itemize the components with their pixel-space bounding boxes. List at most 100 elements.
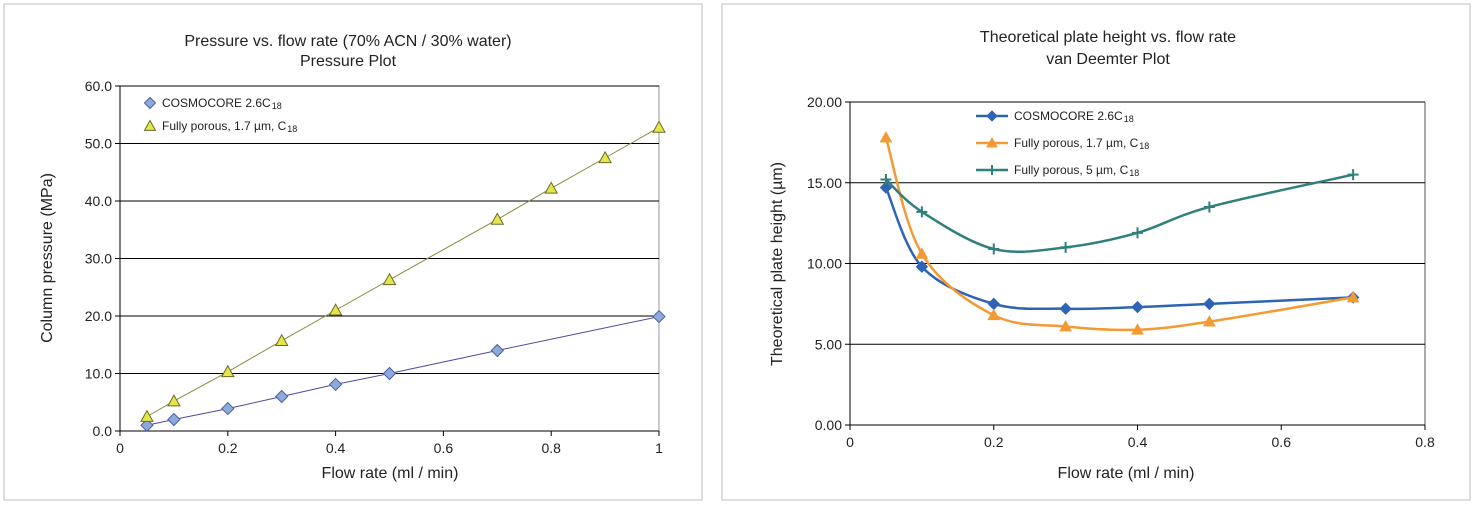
data-point — [915, 247, 929, 259]
y-tick-label: 5.00 — [815, 336, 842, 352]
x-tick-label: 0.4 — [326, 440, 346, 456]
legend-label-text: Fully porous, 1.7 µm, C — [1014, 136, 1139, 150]
data-point — [544, 181, 559, 194]
data-point — [221, 401, 235, 416]
series-1 — [879, 181, 1360, 315]
data-point — [879, 181, 893, 194]
legend-label-subscript: 18 — [1139, 141, 1149, 151]
data-point — [598, 150, 612, 164]
x-tick-label: 0.6 — [434, 440, 454, 456]
legend-marker — [987, 165, 997, 175]
series-2 — [879, 131, 1360, 335]
y-tick-label: 0.00 — [815, 417, 842, 433]
y-tick-label: 30.0 — [85, 251, 112, 267]
legend-label-text: COSMOCORE 2.6C — [1014, 109, 1123, 123]
legend-item: COSMOCORE 2.6C18 — [976, 109, 1134, 124]
x-tick-label: 0 — [116, 440, 124, 456]
x-axis-label: Flow rate (ml / min) — [322, 465, 459, 482]
chart-title: Pressure vs. flow rate (70% ACN / 30% wa… — [184, 33, 511, 50]
data-point — [382, 272, 397, 286]
data-point — [1203, 297, 1216, 311]
chart-subtitle: van Deemter Plot — [1046, 51, 1170, 68]
series-2 — [140, 120, 666, 422]
chart-frame — [721, 3, 1471, 501]
legend-label-subscript: 18 — [272, 101, 282, 111]
chart-subtitle: Pressure Plot — [300, 53, 397, 70]
x-tick-label: 0.6 — [1272, 434, 1292, 450]
chart-2: 0.00 5.00 10.00 15.00 20.00 0 0.2 0.4 0.6 0.8 Theo… — [721, 3, 1471, 501]
data-point — [328, 303, 343, 316]
data-point — [382, 366, 397, 381]
data-point — [220, 364, 235, 378]
y-axis-label: Theoretical plate height (µm) — [769, 162, 786, 366]
x-axis-label: Flow rate (ml / min) — [1058, 465, 1195, 482]
y-tick-label: 60.0 — [85, 78, 112, 94]
legend-marker — [143, 96, 157, 110]
chart-title: Theoretical plate height vs. flow rate — [980, 29, 1236, 46]
legend-item: COSMOCORE 2.6C18 — [143, 96, 282, 111]
y-tick-label: 50.0 — [85, 136, 112, 152]
y-tick-label: 0.0 — [93, 423, 113, 439]
y-tick-label: 10.0 — [85, 366, 112, 382]
data-point — [879, 131, 893, 143]
legend-item: Fully porous, 1.7 µm, C18 — [976, 136, 1149, 151]
chart-1: 0.0 10.0 20.0 30.0 40.0 50.0 60.0 0 0.2 0.4 0.6 0.8… — [3, 3, 703, 501]
data-point — [1132, 227, 1143, 239]
data-point — [652, 309, 666, 324]
series-1 — [140, 309, 666, 432]
y-tick-label: 10.00 — [807, 256, 842, 272]
data-point — [915, 260, 929, 273]
series-line — [146, 126, 660, 418]
x-tick-label: 0 — [846, 434, 854, 450]
data-point — [916, 206, 928, 218]
legend-label: COSMOCORE 2.6C18 — [162, 96, 282, 111]
y-tick-label: 40.0 — [85, 193, 112, 209]
data-point — [167, 394, 181, 407]
data-point — [987, 308, 1001, 321]
y-tick-label: 20.0 — [85, 308, 112, 324]
legend-label: Fully porous, 1.7 µm, C18 — [1014, 136, 1149, 151]
x-tick-label: 1 — [655, 440, 663, 456]
data-point — [1347, 169, 1359, 181]
legend-label: Fully porous, 1.7 µm, C18 — [162, 119, 297, 134]
y-axis-label: Column pressure (MPa) — [39, 173, 56, 343]
x-tick-label: 0.4 — [1128, 434, 1148, 450]
y-tick-label: 20.00 — [807, 94, 842, 110]
data-point — [988, 243, 1000, 255]
data-point — [140, 418, 154, 432]
legend-label-text: COSMOCORE 2.6C — [162, 96, 271, 110]
legend-label-subscript: 18 — [1129, 168, 1139, 178]
x-tick-label: 0.2 — [218, 440, 238, 456]
series-3 — [880, 169, 1359, 255]
legend-marker — [986, 136, 998, 148]
data-point — [1131, 300, 1144, 314]
data-point — [490, 212, 505, 225]
data-point — [490, 343, 505, 358]
data-point — [328, 377, 343, 392]
data-point — [274, 389, 289, 404]
x-tick-label: 0.8 — [1415, 434, 1435, 450]
data-point — [1203, 201, 1215, 213]
data-point — [1059, 319, 1072, 332]
legend-label: COSMOCORE 2.6C18 — [1014, 109, 1134, 124]
legend-marker — [986, 110, 998, 122]
x-tick-label: 0.2 — [984, 434, 1004, 450]
legend-label-subscript: 18 — [287, 124, 297, 134]
data-point — [652, 120, 666, 133]
data-point — [1203, 315, 1216, 327]
legend-marker — [143, 119, 157, 131]
legend-label-text: Fully porous, 1.7 µm, C — [162, 119, 287, 133]
x-tick-label: 0.8 — [541, 440, 561, 456]
legend-label-text: Fully porous, 5 µm, C — [1014, 163, 1129, 177]
legend-item: Fully porous, 1.7 µm, C18 — [143, 119, 297, 134]
legend-label: Fully porous, 5 µm, C18 — [1014, 163, 1139, 178]
data-point — [880, 174, 892, 186]
legend-label-subscript: 18 — [1124, 114, 1134, 124]
series-line — [885, 173, 1354, 254]
legend-item: Fully porous, 5 µm, C18 — [976, 163, 1139, 178]
data-point — [140, 409, 154, 422]
data-point — [1060, 241, 1072, 253]
data-point — [1059, 302, 1072, 315]
